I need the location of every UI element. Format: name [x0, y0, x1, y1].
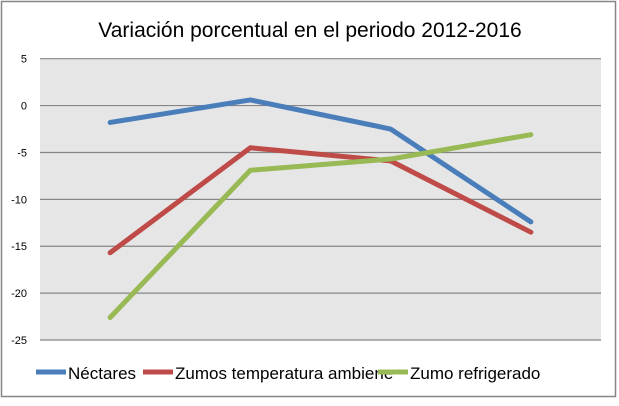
- legend-label: Néctares: [68, 364, 136, 383]
- y-tick-label: -15: [11, 241, 27, 253]
- series-line-3: [107, 132, 534, 320]
- y-tick-label: -10: [11, 194, 27, 206]
- y-tick-label: 5: [21, 54, 27, 66]
- y-tick-label: -20: [11, 288, 27, 300]
- chart-title: Variación porcentual en el periodo 2012-…: [98, 19, 521, 42]
- y-tick-label: -5: [17, 147, 27, 159]
- y-tick-label: 0: [21, 101, 27, 113]
- legend-label: Zumos temperatura ambiene: [175, 364, 393, 383]
- series-line-2: [107, 145, 534, 256]
- y-tick-label: -25: [11, 335, 27, 347]
- series-line-1: [107, 97, 534, 225]
- legend-label: Zumo refrigerado: [410, 364, 540, 383]
